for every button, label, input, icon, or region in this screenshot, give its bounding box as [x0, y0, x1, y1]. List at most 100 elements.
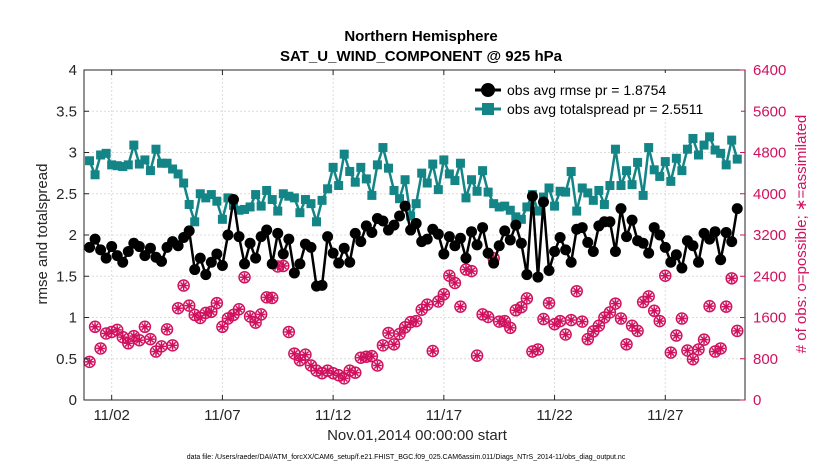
obs-assimilated-marker	[417, 305, 427, 315]
obs-assimilated-marker	[577, 317, 587, 327]
rmse-marker	[244, 237, 256, 249]
spread-marker	[251, 190, 261, 200]
rmse-marker	[183, 225, 195, 237]
spread-marker	[284, 191, 294, 201]
obs-assimilated-marker	[212, 298, 222, 308]
obs-assimilated-marker	[599, 313, 609, 322]
obs-assimilated-marker	[173, 303, 183, 313]
obs-possible-marker	[182, 299, 196, 312]
spread-marker	[732, 154, 742, 164]
obs-assimilated-marker	[688, 354, 698, 364]
obs-assimilated-marker	[616, 314, 626, 324]
rmse-marker	[316, 279, 328, 291]
rmse-marker	[338, 242, 350, 254]
y-tick-label: 4	[69, 62, 77, 79]
y-tick-label: 1.5	[56, 268, 77, 285]
spread-marker	[561, 187, 571, 197]
obs-assimilated-marker	[583, 334, 593, 344]
spread-marker	[455, 158, 465, 168]
obs-assimilated-marker	[151, 347, 161, 357]
rmse-marker	[211, 248, 223, 260]
obs-possible-marker	[730, 324, 744, 338]
obs-assimilated-marker	[411, 316, 421, 326]
chart-title: Northern Hemisphere	[344, 28, 497, 45]
spread-marker	[406, 211, 416, 221]
spread-marker	[223, 193, 233, 203]
spread-marker	[179, 178, 189, 188]
obs-assimilated-marker	[594, 321, 604, 331]
obs-possible-marker	[470, 349, 484, 362]
obs-assimilated-marker	[705, 301, 715, 311]
x-axis-label: Nov.01,2014 00:00:00 start	[327, 427, 508, 444]
spread-marker	[467, 175, 477, 185]
rmse-marker	[266, 258, 278, 270]
rmse-marker	[720, 227, 732, 239]
spread-marker	[605, 181, 615, 190]
rmse-marker	[537, 196, 549, 208]
rmse-marker	[200, 269, 212, 281]
obs-assimilated-marker	[561, 330, 571, 340]
obs-possible-marker	[686, 353, 700, 366]
spread-marker	[129, 140, 139, 150]
obs-possible-marker	[454, 300, 467, 313]
rmse-marker	[399, 200, 411, 212]
rmse-marker	[460, 252, 472, 264]
spread-line	[88, 134, 739, 227]
rmse-marker	[560, 244, 572, 256]
obs-assimilated-marker	[289, 349, 299, 359]
rmse-marker	[443, 231, 455, 243]
obs-possible-marker	[725, 272, 738, 285]
spread-marker	[417, 168, 427, 178]
x-tick-label: 11/07	[204, 407, 240, 424]
rmse-marker	[117, 256, 129, 268]
obs-assimilated-marker	[295, 355, 305, 365]
legend-spread-marker	[482, 103, 494, 115]
rmse-marker	[333, 257, 345, 269]
rmse-marker	[621, 231, 633, 243]
rmse-marker	[288, 267, 300, 279]
rmse-marker	[543, 264, 555, 276]
spread-marker	[134, 159, 144, 169]
obs-assimilated-marker	[228, 310, 238, 320]
obs-assimilated-marker	[439, 289, 449, 299]
obs-possible-marker	[138, 320, 152, 334]
rmse-marker	[355, 236, 367, 248]
spread-marker	[583, 188, 593, 198]
y2-tick-label: 3200	[753, 227, 786, 244]
spread-marker	[206, 190, 216, 200]
rmse-marker	[144, 242, 156, 254]
obs-possible-marker	[238, 271, 251, 284]
obs-possible-marker	[537, 312, 550, 326]
rmse-marker	[515, 237, 527, 249]
y-tick-label: 0	[69, 392, 77, 409]
y-axis-label: rmse and totalspread	[34, 164, 51, 305]
obs-possible-marker	[570, 284, 583, 298]
spread-marker	[328, 162, 338, 172]
obs-assimilated-marker	[544, 298, 554, 308]
rmse-marker	[100, 252, 112, 264]
obs-possible-marker	[160, 323, 174, 336]
spread-marker	[649, 165, 659, 175]
spread-marker	[350, 177, 360, 187]
spread-marker	[118, 162, 128, 172]
y-tick-label: 3.5	[56, 103, 77, 120]
rmse-marker	[349, 227, 361, 239]
obs-assimilated-marker	[693, 344, 703, 354]
spread-marker	[295, 208, 305, 218]
rmse-marker	[377, 215, 389, 227]
rmse-marker	[466, 226, 478, 238]
x-tick-label: 11/12	[315, 407, 351, 424]
rmse-marker	[172, 240, 184, 252]
obs-assimilated-marker	[350, 368, 360, 378]
spread-marker	[727, 135, 737, 145]
rmse-marker	[609, 246, 621, 257]
spread-marker	[721, 160, 731, 170]
rmse-marker	[687, 240, 699, 252]
obs-assimilated-marker	[572, 286, 582, 296]
rmse-marker	[582, 236, 594, 248]
obs-assimilated-marker	[633, 326, 643, 336]
spread-marker	[428, 159, 438, 169]
obs-possible-marker	[299, 348, 312, 361]
spread-marker	[572, 206, 582, 216]
obs-assimilated-marker	[134, 335, 144, 345]
